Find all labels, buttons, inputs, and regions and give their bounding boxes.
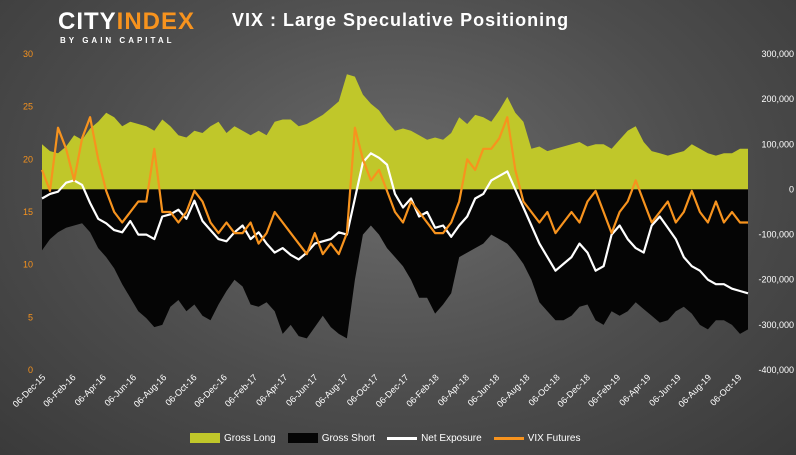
series-vix-futures-line: [40, 116, 748, 256]
legend-item-gross-short: Gross Short: [287, 432, 376, 444]
legend-item-net-exposure: Net Exposure: [387, 433, 482, 444]
legend-label: Gross Short: [321, 432, 376, 444]
legend-swatch: [493, 436, 524, 440]
x-axis-tick: 06-Aug-18: [495, 372, 532, 409]
chart-legend: Gross Long Gross Short Net Exposure VIX Fut…: [190, 430, 580, 446]
right-axis-tick: 100,000: [761, 139, 794, 149]
right-axis-tick: 300,000: [761, 49, 794, 59]
legend-label: Net Exposure: [421, 432, 482, 444]
x-axis-tick: 06-Oct-19: [708, 372, 743, 407]
x-axis-tick: 06-Feb-19: [586, 372, 622, 408]
logo-city: CITY: [58, 8, 117, 35]
right-axis-tick: -400,000: [758, 365, 794, 375]
x-axis-tick: 06-Aug-19: [676, 372, 713, 409]
legend-item-gross-long: Gross Long: [190, 433, 276, 444]
legend-swatch: [190, 433, 220, 443]
legend-swatch: [287, 433, 318, 443]
right-axis-tick: -200,000: [758, 275, 794, 285]
legend-label: Gross Long: [224, 432, 276, 444]
left-axis-tick: 25: [23, 102, 33, 112]
left-axis-tick: 30: [23, 49, 33, 59]
logo-index: INDEX: [116, 8, 196, 35]
series-net-exposure-line: [41, 152, 749, 295]
x-axis-tick: 06-Aug-16: [132, 372, 169, 409]
x-axis-tick: 06-Feb-17: [223, 372, 259, 408]
x-axis-tick: 06-Aug-17: [313, 372, 350, 409]
right-axis-tick: -100,000: [758, 230, 794, 240]
series-gross-long-area: [42, 74, 748, 190]
right-axis-tick: 0: [789, 184, 794, 194]
logo-wordmark: CITYINDEX: [58, 8, 195, 36]
legend-swatch: [387, 436, 418, 440]
left-axis-tick: 0: [28, 365, 33, 375]
x-axis-tick: 06-Feb-16: [41, 372, 77, 408]
left-axis-tick: 5: [28, 312, 33, 322]
left-axis-tick: 20: [23, 154, 33, 164]
left-axis-tick: 10: [23, 260, 33, 270]
x-axis-tick: 06-Feb-18: [404, 372, 440, 408]
legend-item-vix-futures: VIX Futures: [493, 432, 581, 444]
chart-title: VIX : Large Speculative Positioning: [232, 10, 570, 30]
right-axis-tick: -300,000: [758, 320, 794, 330]
logo-tagline: BY GAIN CAPITAL: [60, 36, 175, 45]
right-axis-tick: 200,000: [761, 94, 794, 104]
series-gross-short-area: [42, 189, 748, 339]
cityindex-logo: CITYINDEX BY GAIN CAPITAL: [58, 8, 198, 48]
left-axis-tick: 15: [23, 207, 33, 217]
legend-label: VIX Futures: [527, 432, 581, 444]
